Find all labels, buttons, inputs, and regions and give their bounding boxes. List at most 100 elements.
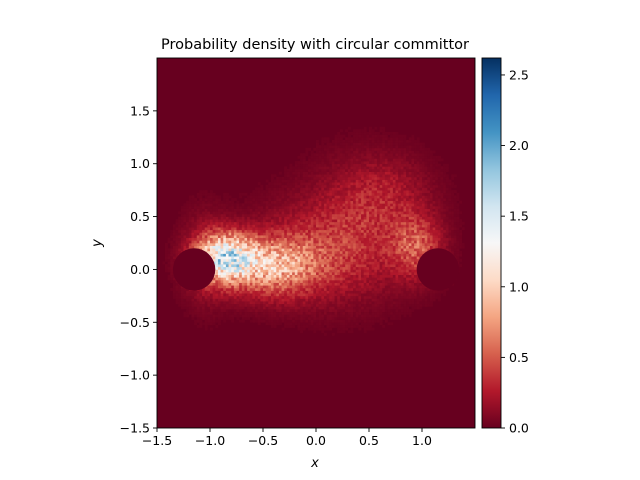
heatmap-cell <box>191 309 195 313</box>
heatmap-cell <box>329 232 333 236</box>
heatmap-cell <box>371 301 375 305</box>
heatmap-cell <box>403 295 407 299</box>
heatmap-cell <box>210 317 213 320</box>
heatmap-cell <box>358 219 362 223</box>
heatmap-cell <box>369 306 372 310</box>
heatmap-cell <box>318 266 322 270</box>
heatmap-cell <box>215 256 219 260</box>
heatmap-cell <box>175 224 179 228</box>
heatmap-cell <box>194 211 198 215</box>
heatmap-cell <box>408 237 412 241</box>
heatmap-cell <box>172 290 176 294</box>
heatmap-cell <box>257 216 261 220</box>
heatmap-cell <box>334 295 338 299</box>
heatmap-cell <box>371 269 375 273</box>
heatmap-cell <box>318 243 322 246</box>
heatmap-cell <box>297 306 301 310</box>
heatmap-cell <box>265 261 269 265</box>
heatmap-cell <box>316 227 319 231</box>
heatmap-cell <box>310 216 314 220</box>
heatmap-cell <box>408 250 412 254</box>
heatmap-cell <box>321 229 325 233</box>
heatmap-cell <box>350 208 354 212</box>
heatmap-cell <box>297 248 301 252</box>
heatmap-cell <box>361 213 364 217</box>
heatmap-cell <box>432 219 436 223</box>
heatmap-cell <box>323 245 327 249</box>
heatmap-cell <box>331 203 335 207</box>
heatmap-cell <box>419 206 423 209</box>
heatmap-cell <box>212 229 216 233</box>
heatmap-cell <box>363 306 367 310</box>
heatmap-cell <box>334 293 338 297</box>
heatmap-cell <box>308 274 311 278</box>
heatmap-cell <box>361 301 364 305</box>
heatmap-cell <box>180 232 184 236</box>
heatmap-cell <box>331 298 335 302</box>
heatmap-cell <box>337 301 341 305</box>
heatmap-cell <box>223 306 227 310</box>
heatmap-cell <box>241 208 245 212</box>
heatmap-cell <box>257 280 261 283</box>
heatmap-cell <box>178 248 182 252</box>
heatmap-cell <box>217 266 221 270</box>
heatmap-cell <box>395 317 399 320</box>
heatmap-cell <box>379 232 383 236</box>
heatmap-cell <box>374 253 378 257</box>
heatmap-cell <box>403 245 407 249</box>
heatmap-cell <box>347 245 351 249</box>
heatmap-cell <box>281 301 285 305</box>
heatmap-cell <box>337 287 341 291</box>
heatmap-cell <box>369 280 372 283</box>
heatmap-cell <box>276 261 280 265</box>
heatmap-cell <box>294 206 298 209</box>
heatmap-cell <box>210 243 213 246</box>
heatmap-cell <box>379 256 383 260</box>
heatmap-cell <box>210 293 213 297</box>
heatmap-cell <box>316 282 319 286</box>
heatmap-cell <box>387 301 391 305</box>
heatmap-cell <box>257 256 261 260</box>
heatmap-cell <box>212 309 216 313</box>
heatmap-cell <box>459 243 463 246</box>
heatmap-cell <box>347 261 351 265</box>
heatmap-cell <box>196 314 200 318</box>
heatmap-cell <box>398 203 402 207</box>
heatmap-cell <box>424 295 428 299</box>
heatmap-cell <box>329 258 333 262</box>
heatmap-cell <box>257 264 261 268</box>
heatmap-cell <box>273 295 277 299</box>
heatmap-cell <box>196 303 200 307</box>
heatmap-cell <box>276 240 280 244</box>
heatmap-cell <box>268 309 272 313</box>
heatmap-cell <box>448 240 452 244</box>
heatmap-cell <box>337 206 341 209</box>
heatmap-cell <box>358 295 362 299</box>
heatmap-cell <box>247 250 251 254</box>
heatmap-cell <box>376 287 380 291</box>
heatmap-cell <box>289 219 293 223</box>
heatmap-cell <box>310 269 314 273</box>
heatmap-cell <box>411 245 415 249</box>
heatmap-cell <box>337 224 341 228</box>
heatmap-cell <box>252 221 256 225</box>
heatmap-cell <box>194 290 198 294</box>
heatmap-cell <box>456 198 460 202</box>
heatmap-cell <box>278 248 282 252</box>
heatmap-cell <box>390 261 394 265</box>
heatmap-cell <box>321 198 325 202</box>
heatmap-cell <box>323 298 327 302</box>
heatmap-cell <box>249 309 253 313</box>
heatmap-cell <box>424 227 428 231</box>
heatmap-cell <box>419 248 423 252</box>
heatmap-cell <box>239 298 243 302</box>
heatmap-cell <box>260 240 264 244</box>
heatmap-cell <box>273 250 277 254</box>
heatmap-cell <box>281 290 285 294</box>
heatmap-cell <box>215 206 219 209</box>
heatmap-cell <box>212 200 216 204</box>
heatmap-cell <box>331 264 335 268</box>
heatmap-cell <box>233 298 237 302</box>
heatmap-cell <box>451 229 455 233</box>
heatmap-cell <box>345 287 349 291</box>
